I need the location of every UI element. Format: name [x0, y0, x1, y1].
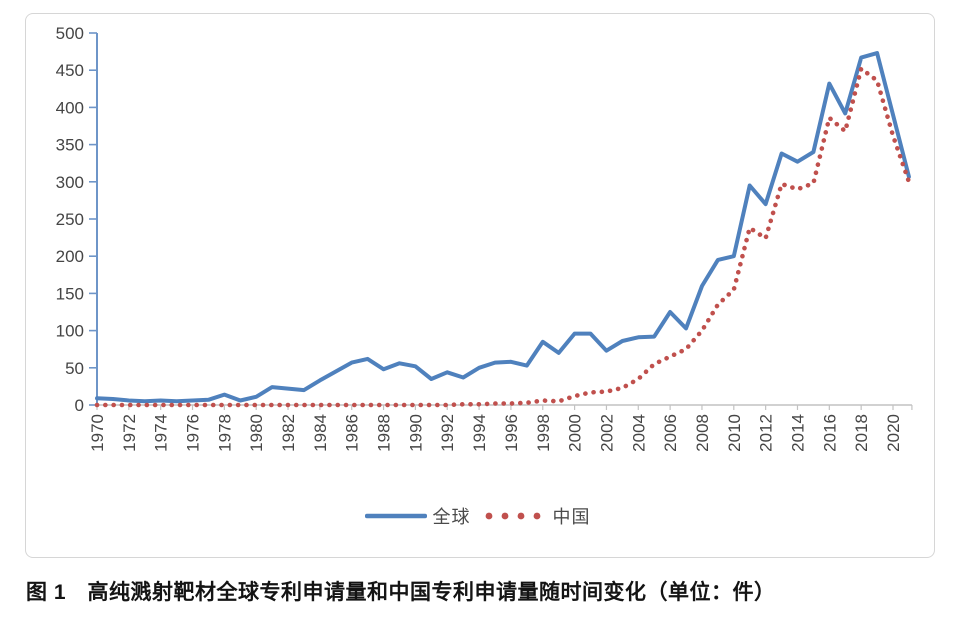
global-series-line [95, 51, 911, 404]
y-tick-label: 0 [75, 396, 84, 415]
x-tick-label: 2008 [693, 414, 712, 452]
x-tick-label: 1976 [184, 414, 203, 452]
y-tick-label: 400 [56, 98, 84, 117]
y-tick-label: 100 [56, 322, 84, 341]
legend-item-global: 全球 [364, 503, 471, 529]
x-tick-label: 1996 [502, 414, 521, 452]
dotted-line-swatch [485, 512, 540, 520]
x-tick-label: 2004 [629, 414, 648, 452]
x-tick-label: 2018 [852, 414, 871, 452]
y-tick-label: 50 [65, 359, 84, 378]
x-tick-label: 1986 [343, 414, 362, 452]
x-tick-label: 1992 [438, 414, 457, 452]
solid-line-swatch [364, 513, 427, 519]
x-tick-label: 1990 [406, 414, 425, 452]
x-tick-label: 1970 [88, 414, 107, 452]
y-tick-label: 200 [56, 247, 84, 266]
x-tick-label: 1980 [247, 414, 266, 452]
y-tick-label: 500 [56, 24, 84, 43]
x-tick-label: 2014 [788, 414, 807, 452]
x-tick-label: 2000 [566, 414, 585, 452]
chart-frame [25, 13, 935, 558]
patent-trend-line-chart: 0 50 100 150 200 250 300 350 400 450 500 1970 1972 19… [56, 24, 913, 452]
x-tick-label: 2016 [820, 414, 839, 452]
x-tick-label: 1998 [534, 414, 553, 452]
x-tick-label: 2020 [884, 414, 903, 452]
x-tick-label: 1978 [215, 414, 234, 452]
x-tick-label: 1994 [470, 414, 489, 452]
legend: 全球 中国 [0, 503, 955, 529]
x-tick-label: 1972 [120, 414, 139, 452]
china-series-dotted-line [94, 66, 912, 408]
y-tick-label: 150 [56, 284, 84, 303]
y-tick-label: 350 [56, 136, 84, 155]
x-tick-label: 1974 [152, 414, 171, 452]
legend-label-global: 全球 [432, 507, 471, 527]
legend-label-china: 中国 [552, 507, 591, 527]
x-tick-label: 2010 [725, 414, 744, 452]
x-tick-label: 2006 [661, 414, 680, 452]
x-tick-label: 2002 [597, 414, 616, 452]
x-tick-label: 1982 [279, 414, 298, 452]
figure-caption: 图 1 高纯溅射靶材全球专利申请量和中国专利申请量随时间变化（单位：件） [26, 581, 776, 604]
y-tick-label: 450 [56, 61, 84, 80]
x-tick-label: 1984 [311, 414, 330, 452]
legend-item-china: 中国 [481, 503, 591, 529]
y-tick-label: 300 [56, 173, 84, 192]
y-tick-label: 250 [56, 210, 84, 229]
x-tick-label: 1988 [375, 414, 394, 452]
x-tick-label: 2012 [757, 414, 776, 452]
